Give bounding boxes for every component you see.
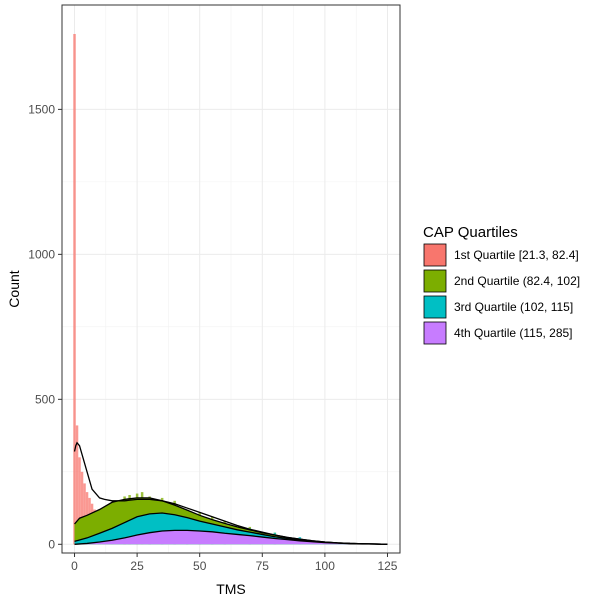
legend-label: 4th Quartile (115, 285] bbox=[454, 326, 573, 340]
axes: 0 25 50 75 100 125 0 500 1000 1500 bbox=[28, 4, 401, 573]
x-tick-label: 50 bbox=[193, 559, 207, 573]
density-area bbox=[74, 530, 388, 545]
legend-title: CAP Quartiles bbox=[423, 224, 518, 241]
density-curve bbox=[74, 529, 388, 545]
histogram-bar bbox=[75, 425, 79, 545]
y-tick-label: 1500 bbox=[28, 102, 55, 116]
legend-key bbox=[423, 295, 447, 319]
panel-border bbox=[61, 4, 401, 554]
histogram-bar bbox=[80, 471, 84, 545]
histogram-bar bbox=[83, 483, 86, 545]
histogram-bar bbox=[73, 33, 76, 545]
x-tick-label: 25 bbox=[130, 559, 144, 573]
histogram-bar bbox=[78, 457, 81, 545]
y-tick-label: 0 bbox=[48, 537, 55, 551]
x-tick-label: 0 bbox=[71, 559, 78, 573]
legend-key bbox=[423, 269, 447, 293]
legend-key bbox=[423, 321, 447, 345]
legend: CAP Quartiles 1st Quartile [21.3, 82.4] 2… bbox=[423, 224, 580, 345]
y-tick-label: 1000 bbox=[28, 247, 55, 261]
y-axis-title: Count bbox=[6, 270, 22, 307]
legend-label: 1st Quartile [21.3, 82.4] bbox=[454, 248, 579, 262]
legend-label: 3rd Quartile (102, 115] bbox=[454, 300, 573, 314]
plot-panel bbox=[62, 5, 400, 553]
x-tick-label: 100 bbox=[315, 559, 335, 573]
y-tick-label: 500 bbox=[35, 392, 55, 406]
x-tick-label: 125 bbox=[377, 559, 397, 573]
legend-label: 2nd Quartile (82.4, 102] bbox=[454, 274, 580, 288]
x-axis-title: TMS bbox=[216, 581, 246, 597]
x-tick-label: 75 bbox=[256, 559, 270, 573]
legend-key bbox=[423, 243, 447, 267]
